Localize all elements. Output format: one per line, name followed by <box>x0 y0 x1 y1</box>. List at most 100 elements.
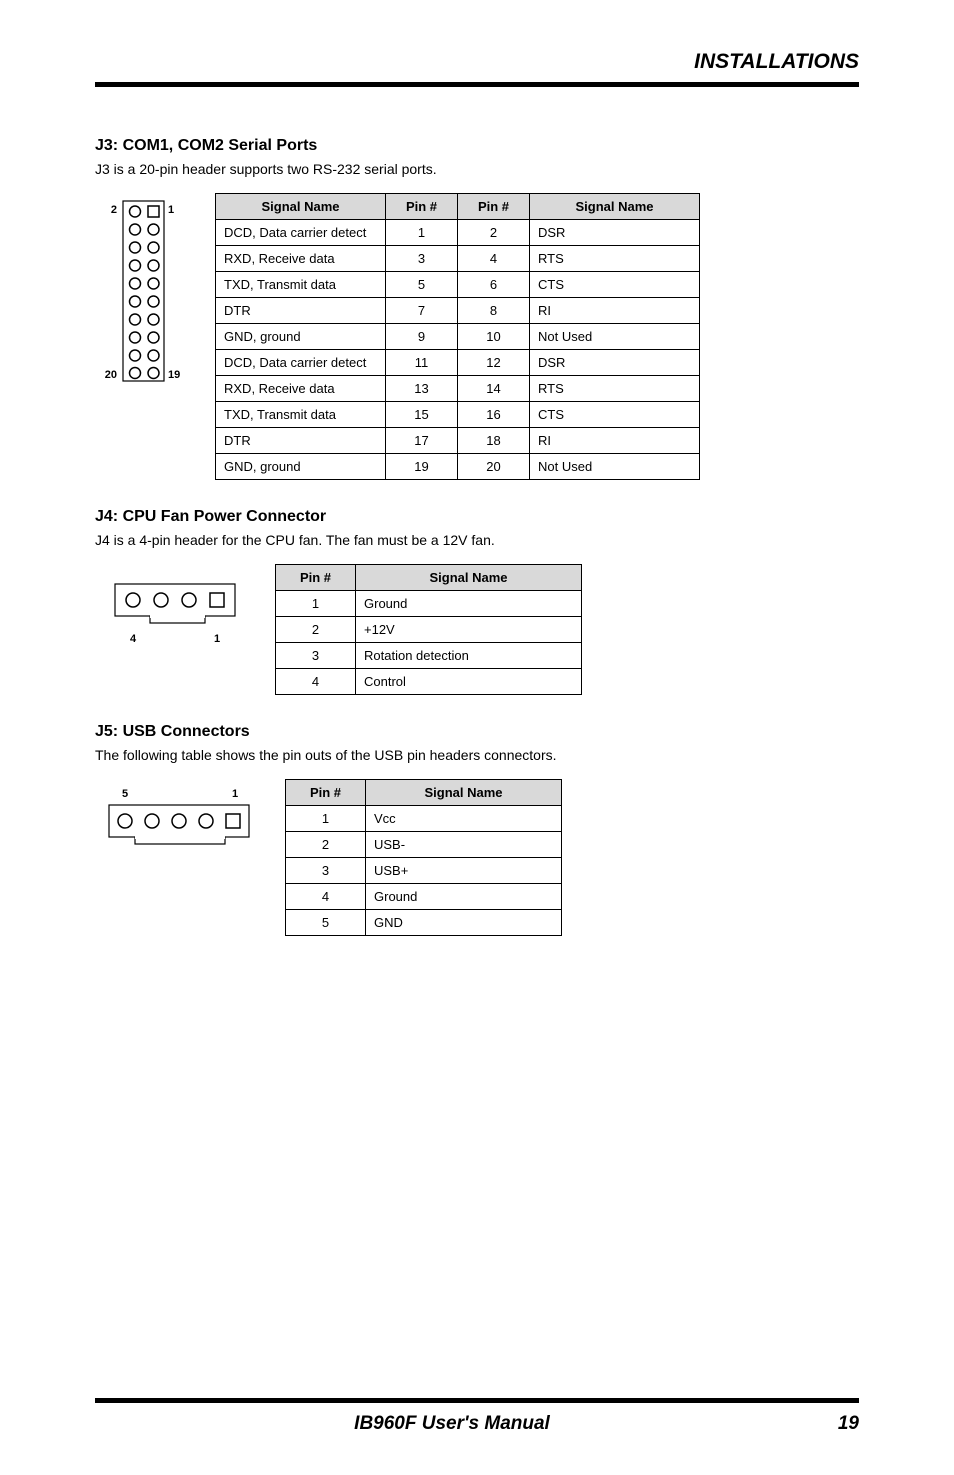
table-cell: DSR <box>530 220 700 246</box>
j5-th-0: Pin # <box>286 780 366 806</box>
table-row: TXD, Transmit data56CTS <box>216 272 700 298</box>
footer-page: 19 <box>809 1413 859 1435</box>
j3-th-0: Signal Name <box>216 194 386 220</box>
table-row: TXD, Transmit data1516CTS <box>216 402 700 428</box>
j3-label-botleft: 20 <box>105 369 117 381</box>
table-row: GND, ground1920Not Used <box>216 454 700 480</box>
j3-label-topleft: 2 <box>111 204 117 216</box>
table-row: DTR1718RI <box>216 428 700 454</box>
table-cell: 3 <box>286 858 366 884</box>
j4-label-right: 1 <box>214 633 220 645</box>
table-cell: 20 <box>458 454 530 480</box>
j3-table: Signal Name Pin # Pin # Signal Name DCD,… <box>215 193 700 480</box>
j5-label-right: 1 <box>232 788 238 800</box>
table-cell: Vcc <box>366 806 562 832</box>
table-cell: RI <box>530 428 700 454</box>
table-cell: 16 <box>458 402 530 428</box>
j5-heading: J5: USB Connectors <box>95 723 859 741</box>
table-cell: Control <box>356 669 582 695</box>
j3-diagram: 2 1 20 19 <box>95 193 195 393</box>
table-row: 5GND <box>286 910 562 936</box>
table-row: DCD, Data carrier detect1112DSR <box>216 350 700 376</box>
table-cell: GND <box>366 910 562 936</box>
j4-diagram: 4 1 <box>95 564 255 659</box>
table-cell: 2 <box>458 220 530 246</box>
table-cell: 7 <box>386 298 458 324</box>
table-row: 2USB- <box>286 832 562 858</box>
table-cell: 6 <box>458 272 530 298</box>
j3-th-2: Pin # <box>458 194 530 220</box>
table-row: 1Ground <box>276 591 582 617</box>
table-cell: RI <box>530 298 700 324</box>
table-row: 1Vcc <box>286 806 562 832</box>
footer: IB960F User's Manual 19 <box>95 1398 859 1435</box>
table-cell: Not Used <box>530 454 700 480</box>
table-cell: 2 <box>286 832 366 858</box>
header-title: INSTALLATIONS <box>95 50 859 74</box>
table-cell: TXD, Transmit data <box>216 272 386 298</box>
table-cell: RXD, Receive data <box>216 246 386 272</box>
table-row: RXD, Receive data1314RTS <box>216 376 700 402</box>
table-cell: Rotation detection <box>356 643 582 669</box>
table-row: 3Rotation detection <box>276 643 582 669</box>
table-cell: GND, ground <box>216 454 386 480</box>
table-row: DTR78RI <box>216 298 700 324</box>
table-cell: DTR <box>216 298 386 324</box>
table-cell: 10 <box>458 324 530 350</box>
table-row: DCD, Data carrier detect12DSR <box>216 220 700 246</box>
table-cell: 5 <box>386 272 458 298</box>
table-cell: DCD, Data carrier detect <box>216 220 386 246</box>
table-cell: Not Used <box>530 324 700 350</box>
table-cell: DCD, Data carrier detect <box>216 350 386 376</box>
j4-label-left: 4 <box>130 633 137 645</box>
table-cell: 17 <box>386 428 458 454</box>
j5-diagram: 5 1 <box>95 779 265 874</box>
table-cell: 1 <box>386 220 458 246</box>
table-cell: 1 <box>276 591 356 617</box>
table-row: 4Control <box>276 669 582 695</box>
table-cell: 14 <box>458 376 530 402</box>
table-cell: 12 <box>458 350 530 376</box>
table-cell: 2 <box>276 617 356 643</box>
j5-block: 5 1 Pin # Signal Name 1Vcc2USB-3USB+4Gro… <box>95 779 859 936</box>
j3-heading: J3: COM1, COM2 Serial Ports <box>95 137 859 155</box>
table-row: RXD, Receive data34RTS <box>216 246 700 272</box>
j4-th-1: Signal Name <box>356 565 582 591</box>
footer-center: IB960F User's Manual <box>95 1413 809 1435</box>
table-cell: +12V <box>356 617 582 643</box>
table-cell: CTS <box>530 272 700 298</box>
table-cell: Ground <box>366 884 562 910</box>
table-cell: DSR <box>530 350 700 376</box>
header-rule <box>95 82 859 87</box>
table-cell: 18 <box>458 428 530 454</box>
table-row: 4Ground <box>286 884 562 910</box>
table-cell: 13 <box>386 376 458 402</box>
table-cell: GND, ground <box>216 324 386 350</box>
j3-th-3: Signal Name <box>530 194 700 220</box>
j4-th-0: Pin # <box>276 565 356 591</box>
table-cell: DTR <box>216 428 386 454</box>
table-cell: 4 <box>286 884 366 910</box>
table-row: GND, ground910Not Used <box>216 324 700 350</box>
table-cell: 8 <box>458 298 530 324</box>
j3-block: 2 1 20 19 Si <box>95 193 859 480</box>
j4-table: Pin # Signal Name 1Ground2+12V3Rotation … <box>275 564 582 695</box>
table-cell: 19 <box>386 454 458 480</box>
table-cell: Ground <box>356 591 582 617</box>
j5-desc: The following table shows the pin outs o… <box>95 747 859 763</box>
j5-th-1: Signal Name <box>366 780 562 806</box>
table-cell: RTS <box>530 376 700 402</box>
j4-desc: J4 is a 4-pin header for the CPU fan. Th… <box>95 532 859 548</box>
table-cell: CTS <box>530 402 700 428</box>
j4-block: 4 1 Pin # Signal Name 1Ground2+12V3Rotat… <box>95 564 859 695</box>
table-cell: 4 <box>276 669 356 695</box>
table-cell: 11 <box>386 350 458 376</box>
table-cell: RXD, Receive data <box>216 376 386 402</box>
j5-label-left: 5 <box>122 788 128 800</box>
j3-label-topright: 1 <box>168 204 174 216</box>
j5-table: Pin # Signal Name 1Vcc2USB-3USB+4Ground5… <box>285 779 562 936</box>
footer-rule <box>95 1398 859 1403</box>
j3-label-botright: 19 <box>168 369 180 381</box>
table-cell: 5 <box>286 910 366 936</box>
table-cell: 9 <box>386 324 458 350</box>
